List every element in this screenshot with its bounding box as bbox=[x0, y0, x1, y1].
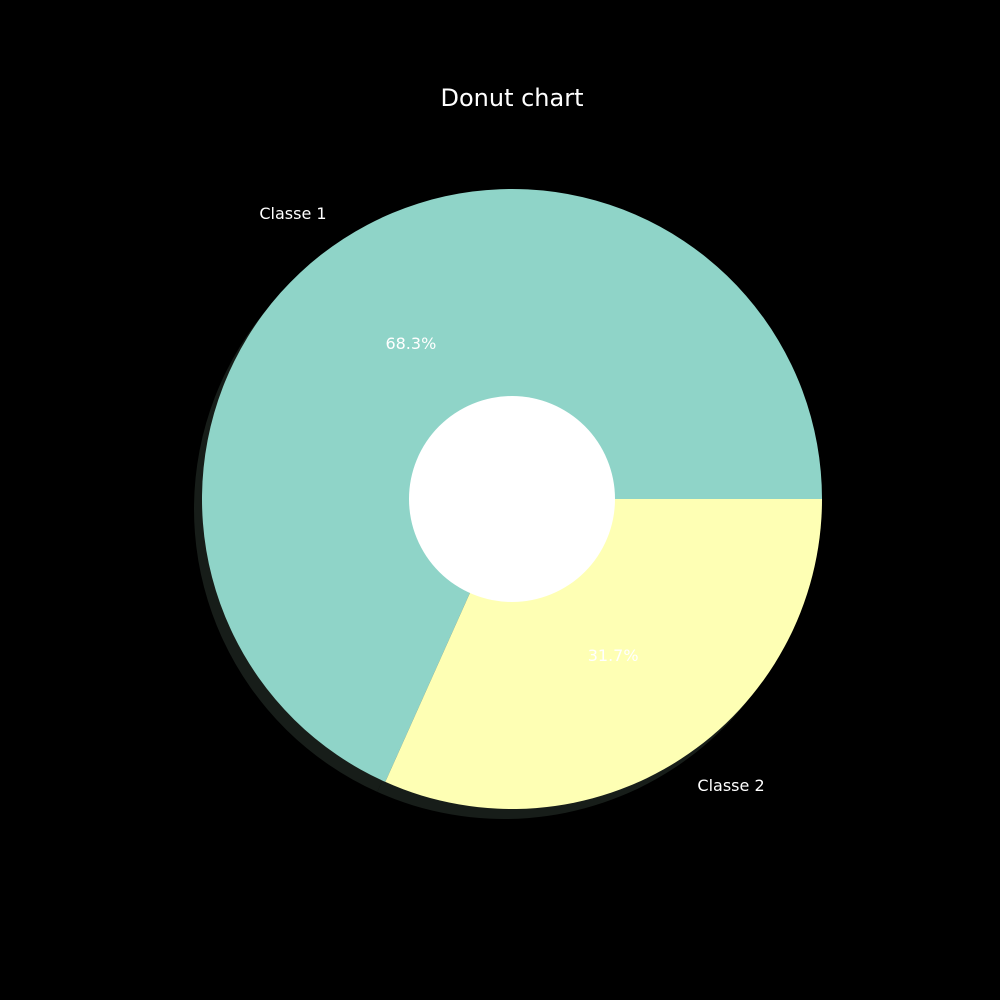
slice-category-label: Classe 2 bbox=[697, 776, 764, 795]
chart-title: Donut chart bbox=[440, 84, 583, 112]
donut-hole bbox=[409, 396, 615, 602]
slice-percent-label: 31.7% bbox=[588, 646, 639, 665]
slice-category-label: Classe 1 bbox=[259, 204, 326, 223]
slice-percent-label: 68.3% bbox=[385, 334, 436, 353]
slice-labels: Classe 1 68.3% Classe 2 31.7% bbox=[259, 204, 764, 795]
